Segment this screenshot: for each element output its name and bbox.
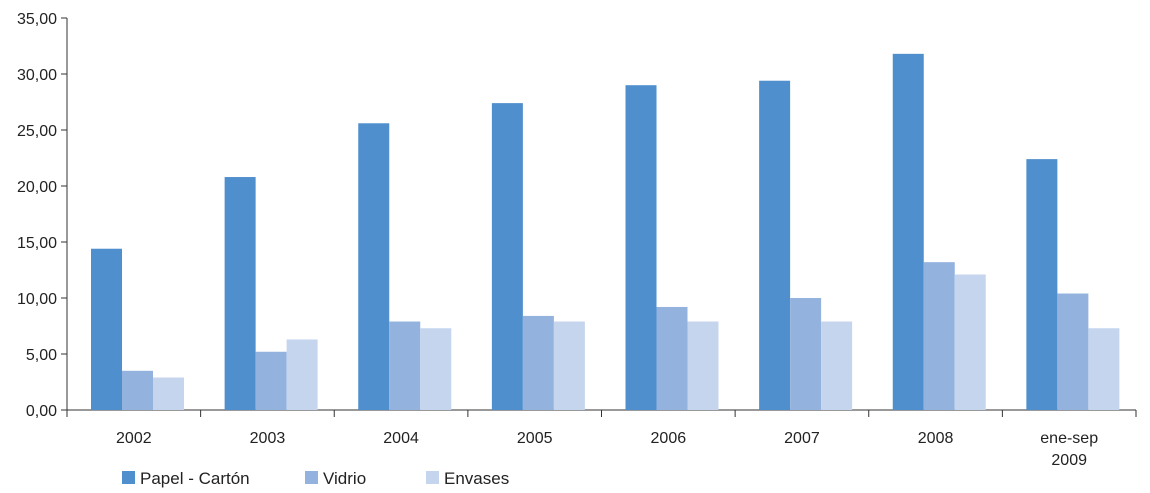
bar (790, 298, 822, 410)
bar (522, 315, 554, 410)
y-tick-label: 0,00 (26, 403, 57, 420)
bar (420, 328, 452, 410)
x-tick-label: 2003 (250, 430, 286, 447)
y-tick-label: 25,00 (17, 123, 57, 140)
x-tick-label: 2004 (383, 430, 419, 447)
legend-label: Vidrio (323, 469, 366, 488)
bar (892, 53, 924, 411)
legend-swatch (305, 471, 318, 484)
legend-label: Papel - Cartón (140, 469, 250, 488)
x-axis: 2002 2003 2004 2005 2006 2007 2008 ene-sep 2009 (66, 409, 1137, 469)
bar (1088, 328, 1120, 410)
bar (923, 262, 955, 410)
x-tick-label: 2008 (918, 430, 954, 447)
x-tick-label-line: 2005 (517, 430, 553, 447)
legend: Papel - Cartón Vidrio Envases (122, 469, 509, 488)
x-tick-label-line: 2007 (784, 430, 820, 447)
y-tick-label: 35,00 (17, 11, 57, 28)
bar (821, 321, 853, 410)
x-tick-label-line: 2008 (918, 430, 954, 447)
bar (286, 339, 318, 410)
x-tick-label-line: ene-sep (1040, 430, 1098, 447)
x-tick-label: 2005 (517, 430, 553, 447)
bar (687, 321, 719, 410)
x-tick-label: 2006 (651, 430, 687, 447)
x-tick-label-line: 2006 (651, 430, 687, 447)
bar (358, 123, 390, 410)
x-tick-label-line: 2003 (250, 430, 286, 447)
legend-label: Envases (444, 469, 509, 488)
x-tick-label: 2007 (784, 430, 820, 447)
bar (553, 321, 585, 410)
x-tick-label-line: 2002 (116, 430, 152, 447)
bar (491, 103, 523, 411)
bar (122, 370, 153, 410)
y-tick-label: 30,00 (17, 67, 57, 84)
x-tick-label: ene-sep 2009 (1040, 430, 1098, 469)
bar (224, 177, 256, 410)
bar (759, 80, 791, 410)
x-tick-label-line: 2004 (383, 430, 419, 447)
y-tick-label: 15,00 (17, 235, 57, 252)
bar (91, 248, 122, 410)
bars (91, 53, 1120, 411)
y-tick-label: 5,00 (26, 347, 57, 364)
y-tick-label: 20,00 (17, 179, 57, 196)
bar (954, 274, 986, 410)
x-tick-label: 2002 (116, 430, 152, 447)
bar (153, 377, 184, 410)
bar (389, 321, 421, 410)
legend-swatch (122, 471, 135, 484)
bar (1026, 159, 1058, 410)
bar (656, 306, 688, 410)
legend-swatch (426, 471, 439, 484)
bar (1057, 293, 1089, 410)
bar (625, 85, 657, 410)
y-tick-label: 10,00 (17, 291, 57, 308)
bar (255, 351, 287, 410)
y-axis: 0,00 5,00 10,00 15,00 20,00 25,00 30,00 35,00 (17, 11, 68, 420)
x-tick-label-line: 2009 (1051, 452, 1087, 469)
